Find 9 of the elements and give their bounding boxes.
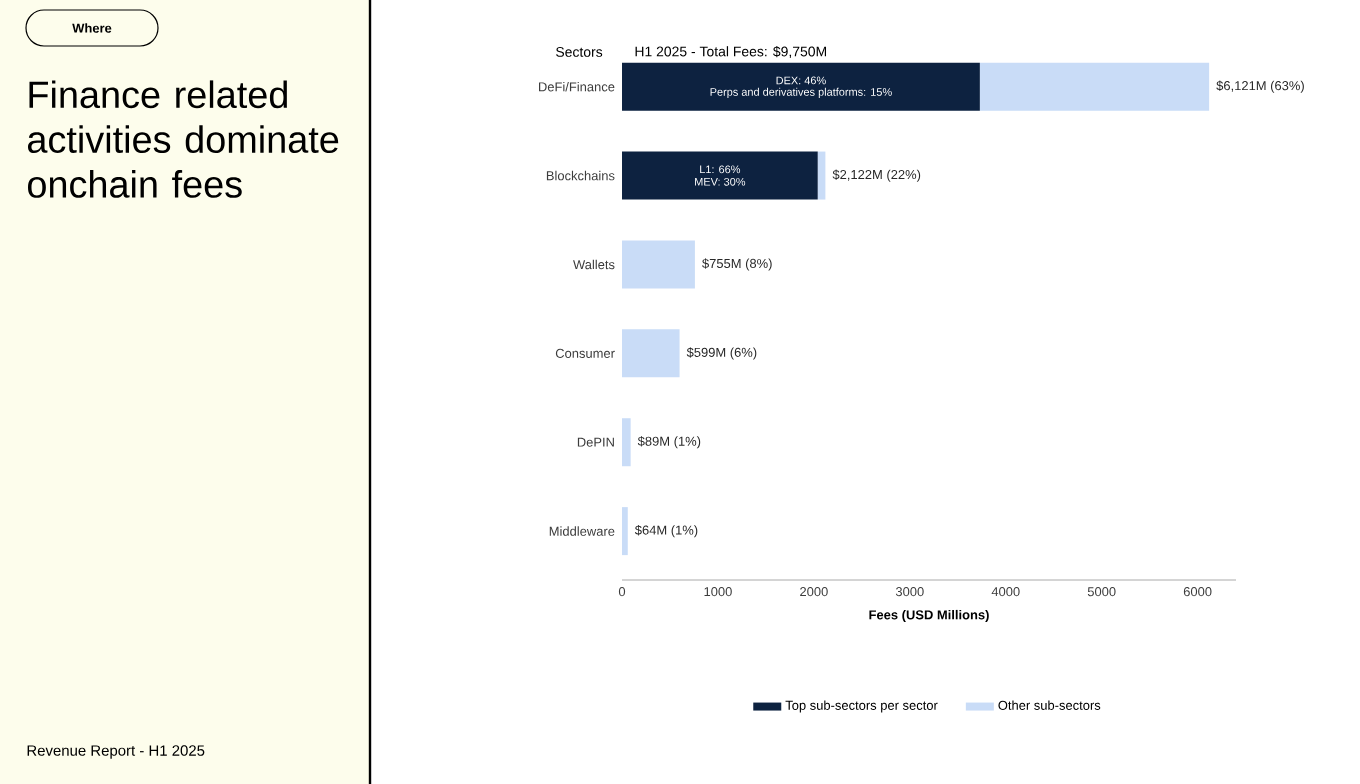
bar [622, 240, 695, 289]
bar [622, 418, 631, 467]
bar [622, 329, 680, 378]
bar [817, 151, 826, 200]
bar [979, 62, 1210, 111]
bar [622, 151, 818, 200]
bar [622, 507, 628, 556]
text: Finance related activities dominate onchain fees [27, 80, 339, 198]
bar [622, 62, 980, 111]
